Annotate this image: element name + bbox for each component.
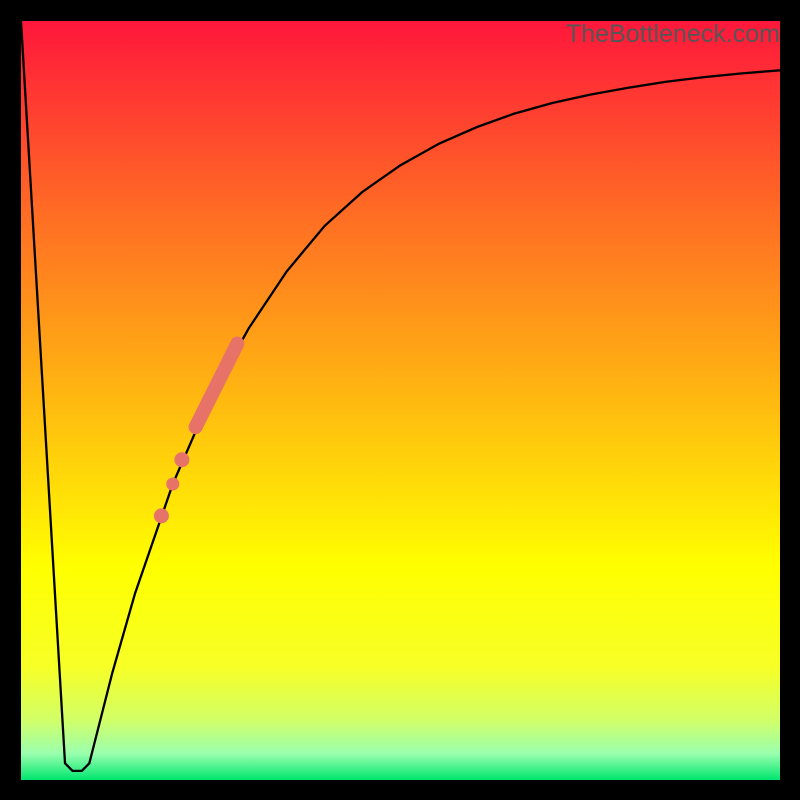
watermark-text: TheBottleneck.com: [566, 20, 780, 49]
plot-area: [21, 21, 780, 780]
chart-canvas: [21, 21, 780, 780]
